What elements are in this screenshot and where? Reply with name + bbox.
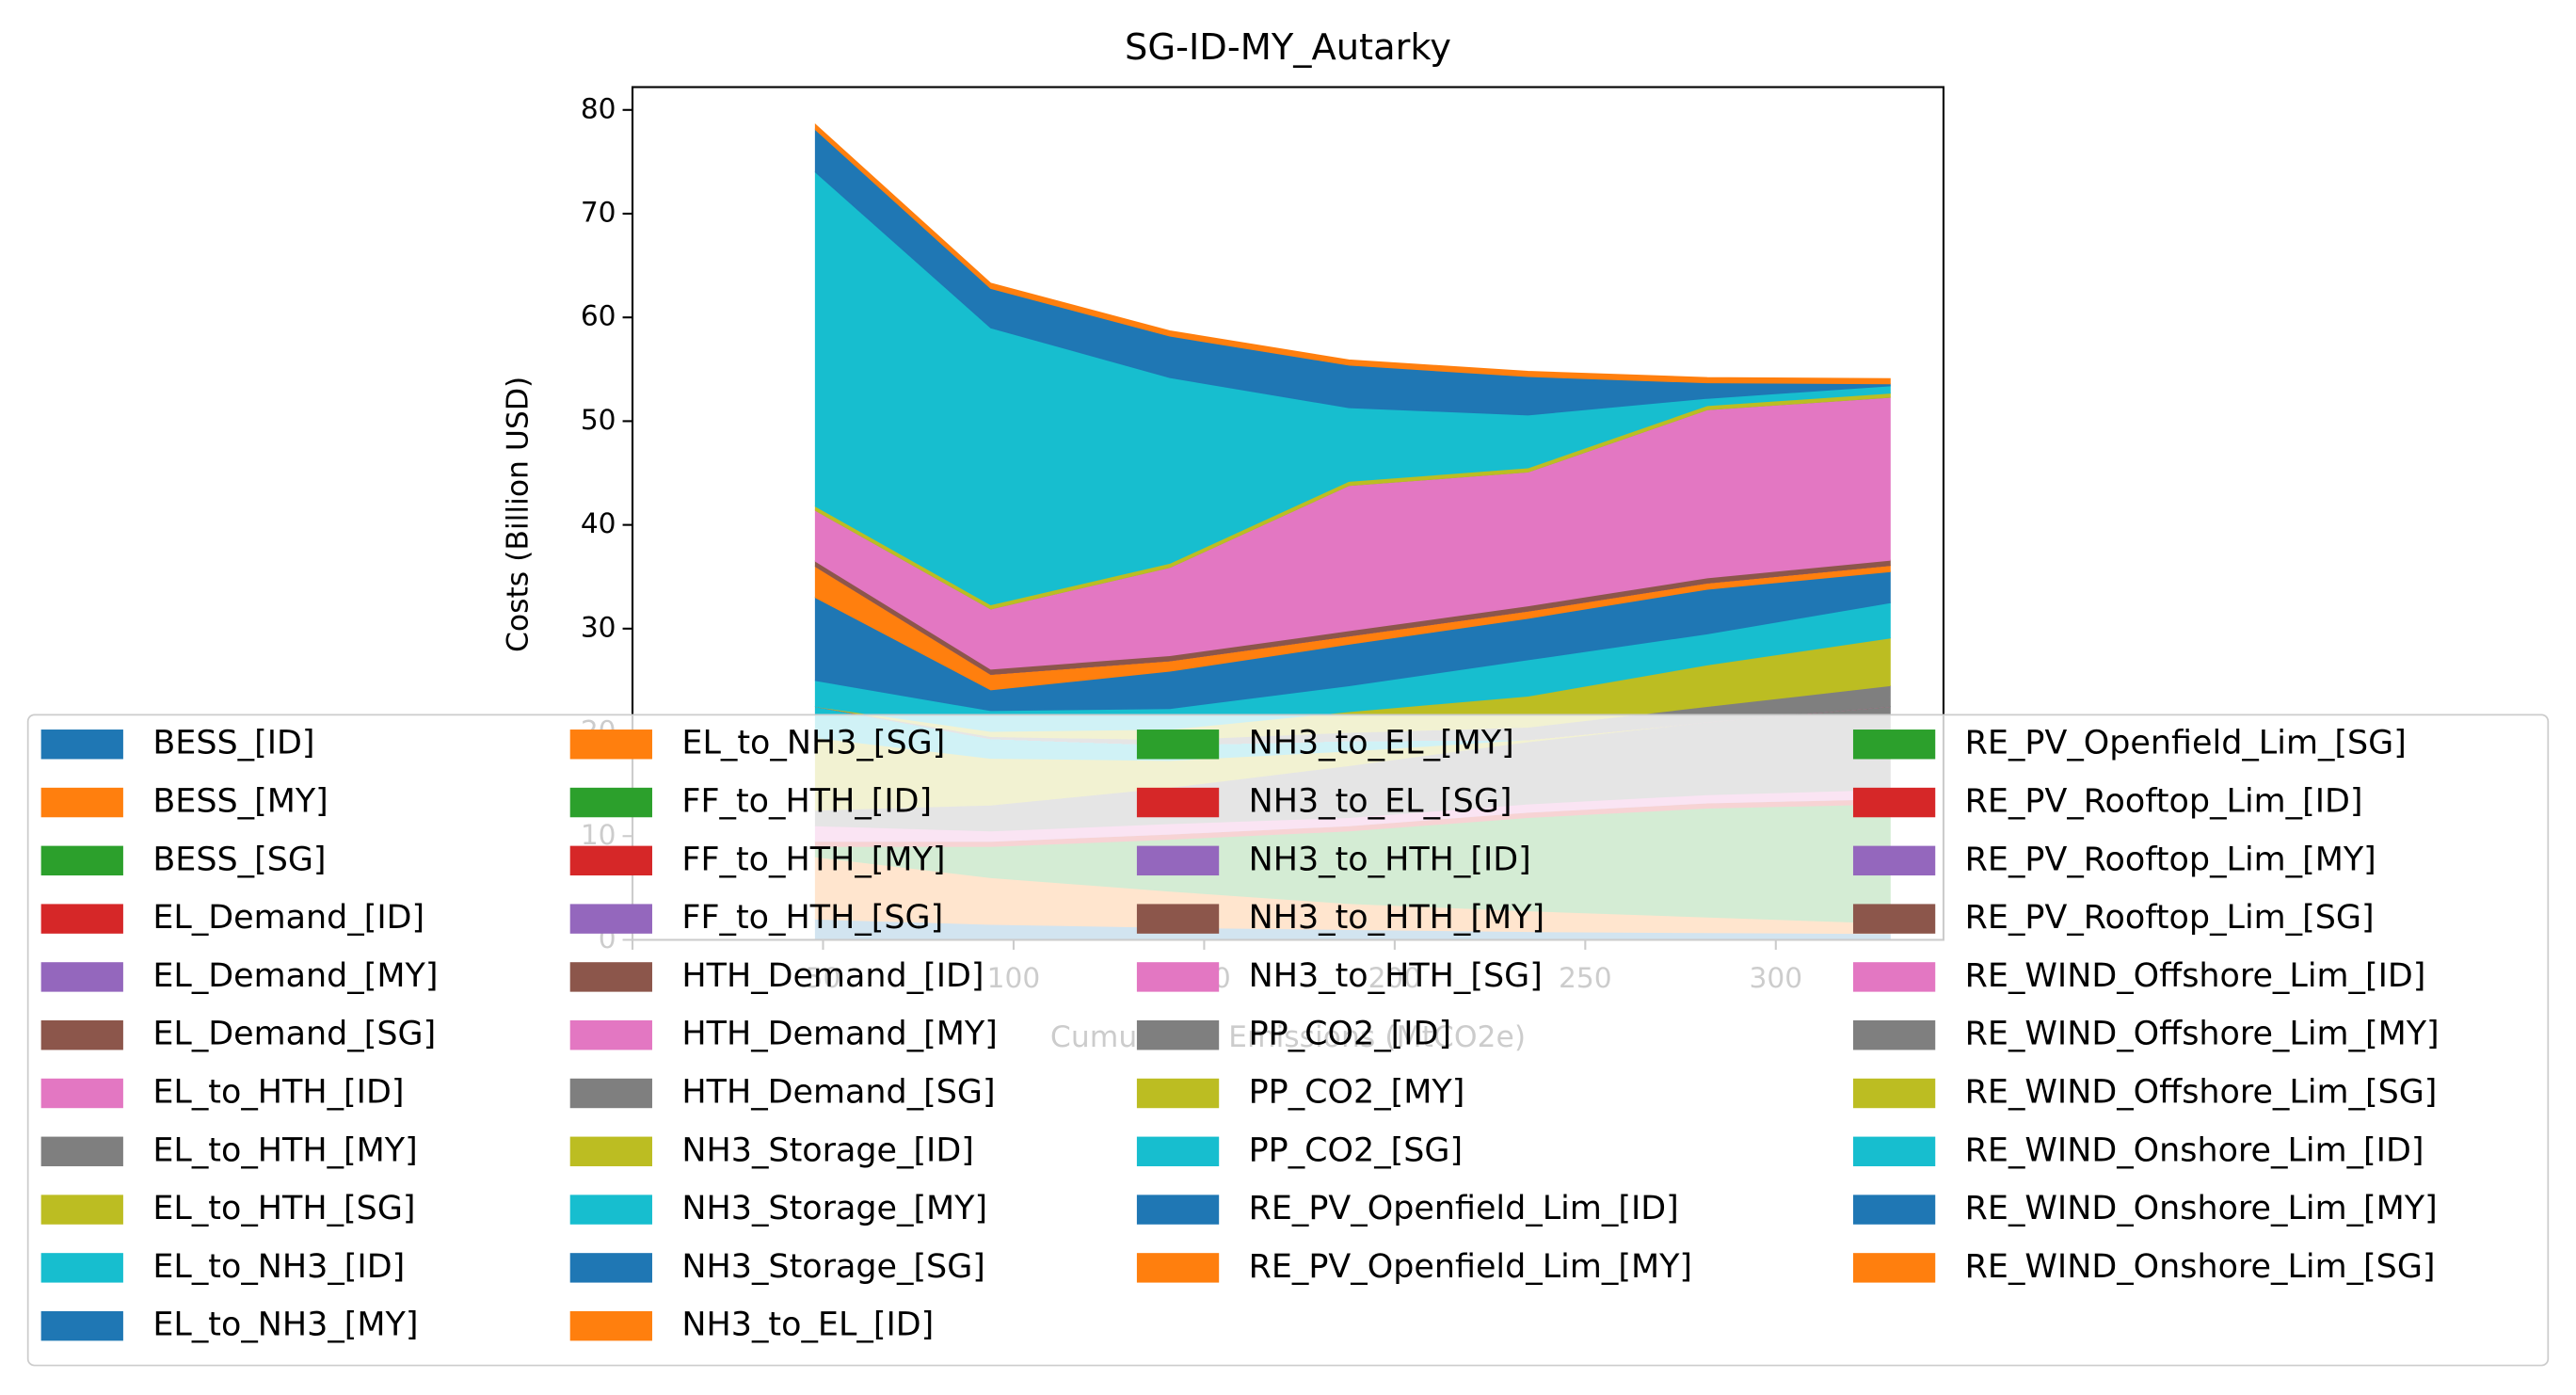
legend-swatch — [1136, 1253, 1220, 1283]
y-tick-label: 50 — [581, 403, 616, 436]
legend-swatch — [40, 1195, 123, 1225]
chart-title: SG-ID-MY_Autarky — [1125, 26, 1451, 69]
legend-label: RE_PV_Rooftop_Lim_[ID] — [1965, 783, 2363, 821]
legend-label: FF_to_HTH_[SG] — [681, 899, 943, 937]
legend-label: BESS_[MY] — [152, 783, 328, 821]
legend-swatch — [1136, 845, 1220, 876]
legend-swatch — [40, 1310, 123, 1341]
y-tick-label: 60 — [581, 299, 616, 332]
legend-swatch — [1136, 1019, 1220, 1050]
y-tick-label: 30 — [581, 610, 616, 643]
legend-swatch — [1852, 1078, 1936, 1109]
legend-swatch — [1852, 1019, 1936, 1050]
legend-swatch — [40, 1136, 123, 1167]
legend-swatch — [1136, 730, 1220, 760]
legend-swatch — [569, 730, 652, 760]
legend-swatch — [40, 962, 123, 992]
legend-swatch — [1136, 1136, 1220, 1167]
legend-label: NH3_to_HTH_[ID] — [1249, 841, 1531, 878]
legend-swatch — [1852, 1195, 1936, 1225]
y-axis-label: Costs (Billion USD) — [502, 377, 536, 652]
legend-swatch — [1136, 787, 1220, 818]
legend-swatch — [1136, 1195, 1220, 1225]
legend-label: EL_Demand_[MY] — [152, 957, 438, 995]
legend-label: RE_PV_Openfield_Lim_[ID] — [1249, 1190, 1679, 1227]
legend-label: RE_PV_Openfield_Lim_[MY] — [1249, 1248, 1692, 1286]
legend-swatch — [569, 1136, 652, 1167]
legend-swatch — [1852, 730, 1936, 760]
legend-swatch — [1136, 1078, 1220, 1109]
legend-swatch — [1852, 1136, 1936, 1167]
legend-label: NH3_to_HTH_[SG] — [1249, 957, 1543, 995]
legend-label: BESS_[SG] — [152, 841, 326, 878]
legend-swatch — [1852, 845, 1936, 876]
legend-label: EL_Demand_[ID] — [152, 899, 424, 937]
legend-label: EL_to_NH3_[ID] — [152, 1248, 405, 1286]
legend-label: RE_WIND_Onshore_Lim_[SG] — [1965, 1248, 2436, 1286]
legend-label: RE_WIND_Offshore_Lim_[MY] — [1965, 1016, 2440, 1053]
legend-swatch — [1136, 904, 1220, 934]
legend-swatch — [1852, 787, 1936, 818]
y-tick-label: 80 — [581, 91, 616, 124]
legend-label: EL_Demand_[SG] — [152, 1016, 436, 1053]
legend-swatch — [569, 845, 652, 876]
legend-label: BESS_[ID] — [152, 725, 314, 762]
legend-swatch — [569, 1195, 652, 1225]
legend-label: FF_to_HTH_[ID] — [681, 783, 932, 821]
legend: BESS_[ID] BESS_[MY] BESS_[SG] EL_Demand_[ID… — [26, 714, 2550, 1367]
legend-swatch — [1852, 904, 1936, 934]
legend-swatch — [40, 1253, 123, 1283]
legend-swatch — [1136, 962, 1220, 992]
legend-label: RE_WIND_Onshore_Lim_[MY] — [1965, 1190, 2438, 1227]
legend-label: EL_to_NH3_[SG] — [681, 725, 945, 762]
legend-label: EL_to_HTH_[MY] — [152, 1131, 417, 1169]
legend-label: NH3_to_HTH_[MY] — [1249, 899, 1544, 937]
legend-label: NH3_Storage_[MY] — [681, 1190, 987, 1227]
legend-swatch — [569, 904, 652, 934]
legend-swatch — [569, 1253, 652, 1283]
legend-label: NH3_Storage_[SG] — [681, 1248, 985, 1286]
legend-swatch — [40, 1078, 123, 1109]
legend-label: RE_PV_Rooftop_Lim_[MY] — [1965, 841, 2376, 878]
legend-label: PP_CO2_[ID] — [1249, 1016, 1451, 1053]
legend-label: EL_to_NH3_[MY] — [152, 1307, 418, 1344]
legend-swatch — [569, 787, 652, 818]
legend-label: EL_to_HTH_[ID] — [152, 1073, 404, 1111]
legend-swatch — [40, 787, 123, 818]
legend-label: RE_WIND_Onshore_Lim_[ID] — [1965, 1131, 2424, 1169]
legend-label: RE_PV_Openfield_Lim_[SG] — [1965, 725, 2407, 762]
y-tick-label: 70 — [581, 195, 616, 228]
legend-swatch — [1852, 1253, 1936, 1283]
legend-label: EL_to_HTH_[SG] — [152, 1190, 415, 1227]
legend-label: NH3_Storage_[ID] — [681, 1131, 973, 1169]
legend-label: RE_WIND_Offshore_Lim_[ID] — [1965, 957, 2426, 995]
legend-swatch — [40, 730, 123, 760]
legend-label: PP_CO2_[SG] — [1249, 1131, 1464, 1169]
legend-swatch — [40, 1019, 123, 1050]
legend-swatch — [40, 845, 123, 876]
legend-label: NH3_to_EL_[MY] — [1249, 725, 1514, 762]
legend-swatch — [569, 1078, 652, 1109]
y-tick-label: 40 — [581, 506, 616, 539]
legend-label: HTH_Demand_[MY] — [681, 1016, 997, 1053]
legend-label: NH3_to_EL_[SG] — [1249, 783, 1512, 821]
legend-label: HTH_Demand_[ID] — [681, 957, 984, 995]
legend-swatch — [569, 1019, 652, 1050]
legend-label: RE_WIND_Offshore_Lim_[SG] — [1965, 1073, 2438, 1111]
legend-label: HTH_Demand_[SG] — [681, 1073, 995, 1111]
legend-label: PP_CO2_[MY] — [1249, 1073, 1465, 1111]
area — [814, 123, 1891, 385]
legend-label: RE_PV_Rooftop_Lim_[SG] — [1965, 899, 2375, 937]
legend-swatch — [40, 904, 123, 934]
legend-swatch — [569, 1310, 652, 1341]
legend-label: FF_to_HTH_[MY] — [681, 841, 945, 878]
legend-swatch — [1852, 962, 1936, 992]
legend-label: NH3_to_EL_[ID] — [681, 1307, 934, 1344]
legend-swatch — [569, 962, 652, 992]
